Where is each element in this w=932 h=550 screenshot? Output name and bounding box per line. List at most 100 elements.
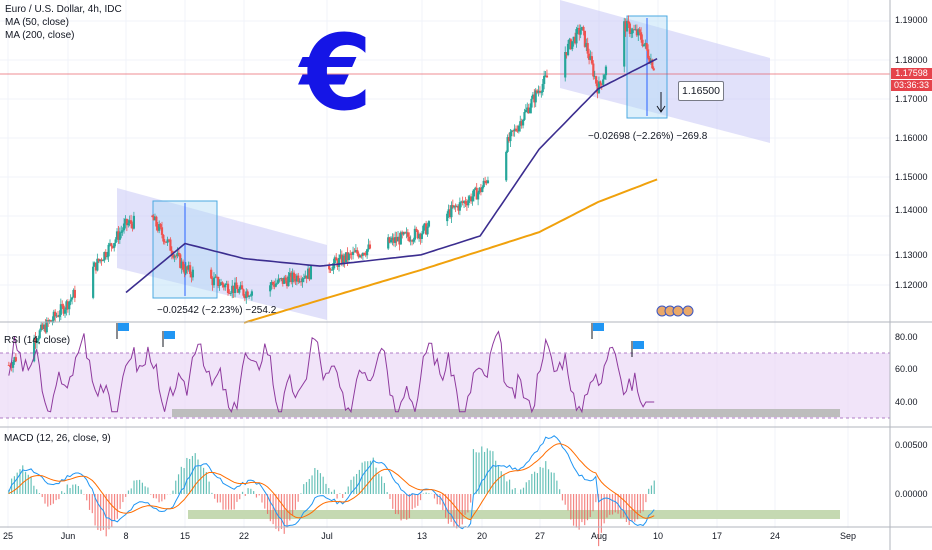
candle-body	[533, 94, 536, 103]
rsi-tick: 40.00	[895, 397, 918, 407]
candle-body	[467, 200, 470, 206]
macd-histogram-bar	[344, 492, 347, 494]
candle-body	[156, 226, 159, 231]
candle-body	[469, 196, 473, 202]
candle-body	[176, 252, 179, 256]
candle-body	[10, 367, 13, 368]
macd-histogram-bar	[456, 494, 458, 529]
candle-body	[242, 289, 245, 296]
macd-histogram-bar	[19, 469, 21, 494]
macd-histogram-bar	[559, 489, 561, 494]
macd-histogram-bar	[347, 486, 349, 494]
candle-body	[305, 275, 308, 279]
candle-body	[184, 266, 187, 274]
candle-body	[37, 338, 40, 341]
last-price-tag: 1.17598	[891, 68, 932, 79]
macd-histogram-bar	[575, 494, 577, 528]
legend-ma50[interactable]: MA (50, close)	[5, 17, 69, 28]
macd-histogram-bar	[325, 483, 327, 494]
june-channel	[117, 188, 327, 320]
candle-body	[644, 43, 647, 45]
macd-histogram-bar	[475, 452, 477, 494]
candle-body	[645, 43, 648, 50]
candle-body	[600, 83, 603, 85]
legend-ma200[interactable]: MA (200, close)	[5, 30, 75, 41]
time-tick: 17	[711, 531, 723, 541]
macd-histogram-bar	[383, 482, 385, 494]
candle-body	[187, 265, 190, 270]
candle-body	[349, 253, 352, 255]
candle-body	[218, 285, 221, 287]
macd-histogram-bar	[592, 494, 594, 512]
candle-body	[524, 109, 527, 113]
candle-body	[63, 309, 67, 314]
candle-body	[623, 21, 626, 67]
macd-label[interactable]: MACD (12, 26, close, 9)	[4, 433, 111, 444]
rsi-label[interactable]: RSI (14, close)	[4, 335, 71, 346]
candle-body	[159, 224, 162, 228]
candle-body	[586, 43, 589, 54]
macd-histogram-bar	[300, 493, 302, 494]
macd-histogram-bar	[283, 494, 285, 534]
candle-body	[536, 90, 539, 93]
macd-histogram-bar	[364, 461, 366, 494]
candle-body	[389, 239, 393, 243]
macd-histogram-bar	[542, 467, 544, 494]
candle-body	[114, 239, 117, 244]
macd-histogram-bar	[428, 493, 430, 494]
candle-body	[269, 285, 272, 292]
candle-body	[11, 361, 15, 368]
candle-body	[335, 257, 338, 261]
candle-body	[363, 252, 366, 255]
macd-histogram-bar	[191, 455, 194, 494]
macd-histogram-bar	[623, 494, 625, 518]
event-icon	[682, 305, 694, 317]
macd-histogram-bar	[308, 478, 310, 494]
macd-histogram-bar	[88, 494, 91, 510]
macd-histogram-bar	[236, 494, 238, 502]
macd-histogram-bar	[41, 494, 43, 498]
candle-body	[410, 240, 414, 242]
legend-symbol[interactable]: Euro / U.S. Dollar, 4h, IDC	[5, 4, 122, 15]
candle-body	[246, 291, 249, 297]
target-callout[interactable]: 1.16500	[678, 81, 724, 101]
candle-body	[364, 254, 367, 256]
candle-body	[68, 301, 71, 310]
candle-body	[93, 262, 96, 267]
macd-histogram-bar	[414, 494, 416, 508]
macd-histogram-bar	[481, 446, 483, 494]
candle-body	[110, 243, 113, 247]
candle-body	[387, 237, 390, 249]
candle-body	[426, 226, 429, 235]
time-tick: 25	[2, 531, 14, 541]
macd-histogram-bar	[408, 494, 411, 518]
macd-histogram-bar	[175, 480, 177, 494]
candle-body	[70, 297, 74, 300]
macd-histogram-bar	[648, 488, 650, 494]
candle-body	[517, 125, 520, 132]
candle-body	[129, 220, 133, 224]
candle-body	[582, 26, 585, 31]
candle-body	[514, 128, 518, 131]
macd-histogram-bar	[550, 472, 552, 494]
macd-histogram-bar	[634, 494, 636, 522]
macd-histogram-bar	[228, 494, 230, 510]
rsi-support-bar	[172, 409, 840, 417]
candle-body	[368, 244, 372, 249]
candle-body	[243, 295, 246, 299]
candle-body	[461, 201, 464, 203]
macd-histogram-bar	[219, 494, 221, 503]
ma200-line	[243, 178, 658, 324]
candle-body	[516, 130, 519, 132]
macd-histogram-bar	[600, 494, 602, 533]
time-tick: 24	[769, 531, 781, 541]
candle-body	[284, 277, 287, 281]
macd-histogram-bar	[244, 494, 246, 496]
candle-body	[59, 304, 62, 315]
macd-histogram-bar	[239, 494, 241, 500]
candle-body	[545, 75, 549, 78]
candle-body	[118, 232, 121, 240]
candle-body	[233, 282, 237, 293]
candle-body	[408, 236, 411, 242]
